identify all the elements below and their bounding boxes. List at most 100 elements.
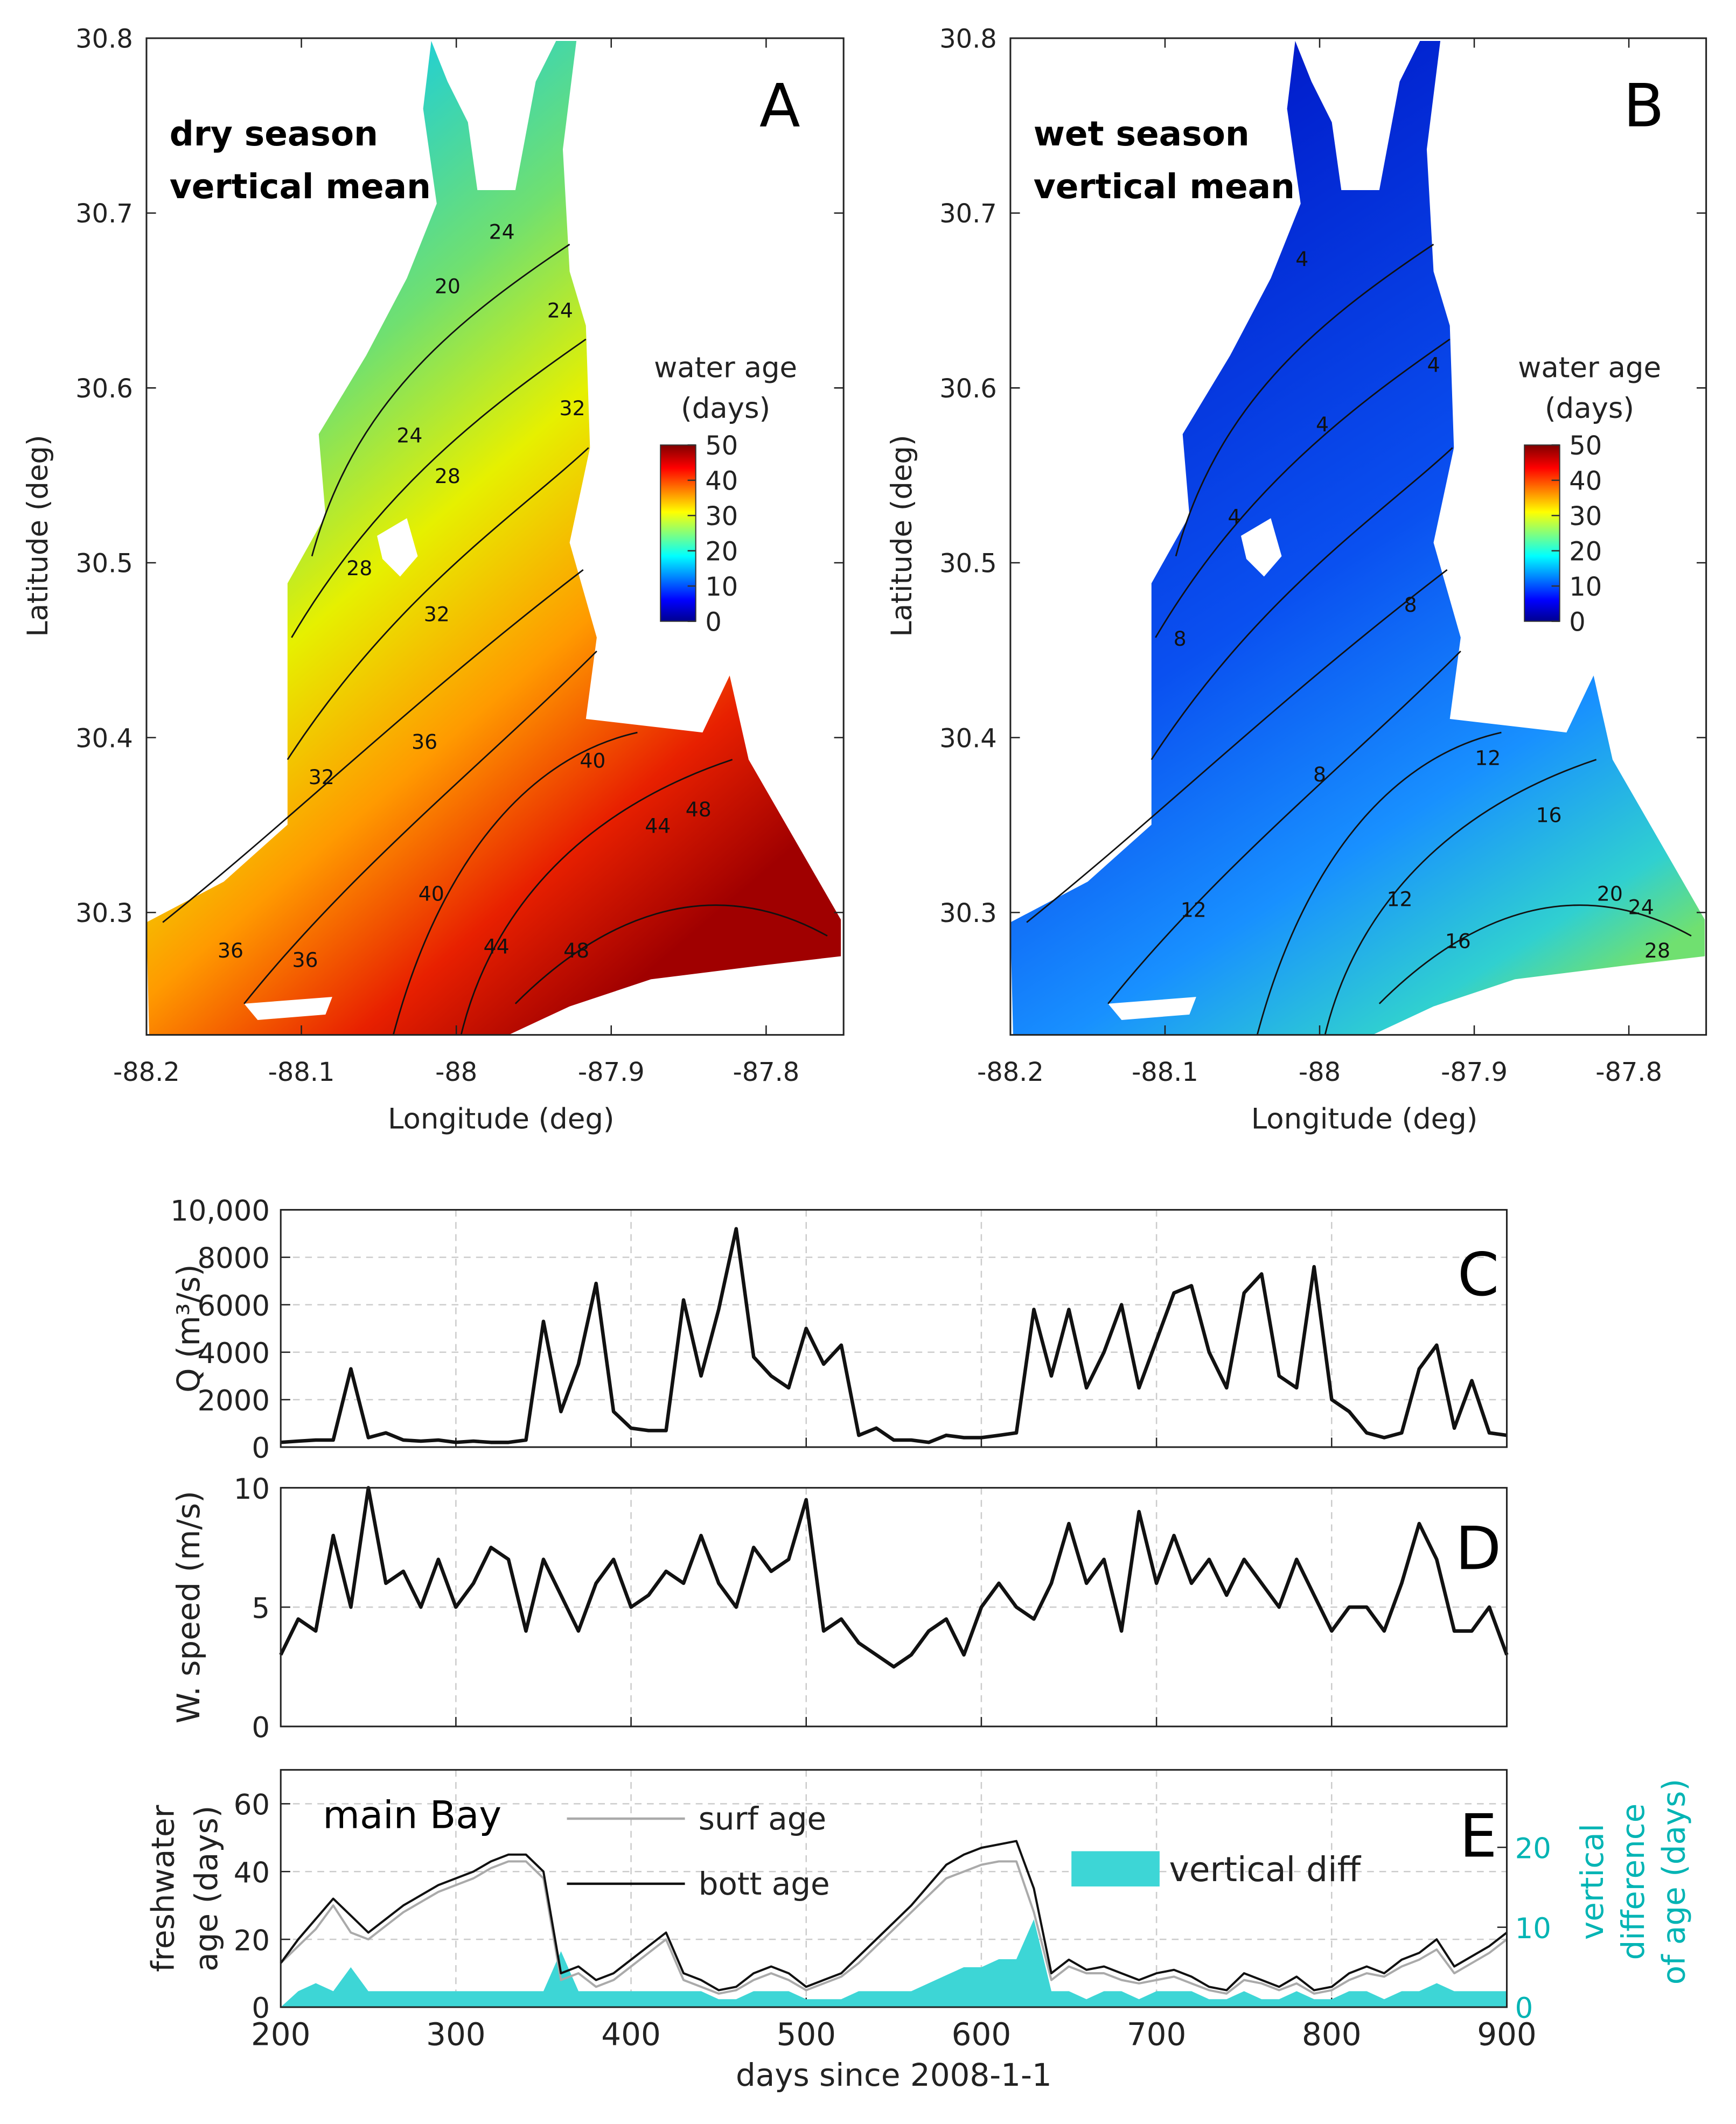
contour-line — [291, 338, 587, 638]
contour-label: 4 — [1228, 505, 1240, 528]
contour-label: 24 — [1628, 896, 1654, 919]
colorbar-tick-label: 30 — [705, 502, 738, 532]
y-tick-label: 10,000 — [170, 1195, 270, 1228]
island — [377, 518, 418, 577]
x-tick-label: -87.8 — [1595, 1058, 1662, 1087]
x-tick-label: 300 — [426, 2016, 486, 2053]
contour-line — [1151, 447, 1453, 760]
contour-label: 12 — [1475, 746, 1501, 770]
y-axis-label: Latitude (deg) — [22, 435, 54, 637]
colorbar-label: water age — [1518, 351, 1661, 384]
panel-letter: A — [759, 72, 800, 141]
contour-label: 12 — [1387, 887, 1413, 911]
land — [1108, 997, 1196, 1020]
area-series — [281, 1919, 1507, 2008]
y-tick-label: 30.4 — [939, 724, 997, 753]
y-tick-label: 2000 — [198, 1385, 270, 1417]
colorbar-label: (days) — [1545, 392, 1634, 425]
y2-tick-label: 10 — [1515, 1912, 1551, 1945]
y2-axis-label: difference — [1615, 1804, 1651, 1960]
contour-label: 32 — [424, 603, 450, 626]
contour-label: 4 — [1427, 353, 1440, 376]
y2-tick-label: 0 — [1515, 1992, 1533, 2025]
contour-line — [392, 731, 638, 1035]
contour-label: 36 — [218, 939, 243, 962]
contour-label: 16 — [1536, 803, 1561, 827]
x-axis-label: Longitude (deg) — [388, 1102, 615, 1135]
y-axis-label: W. speed (m/s) — [170, 1491, 207, 1723]
line-series — [280, 1227, 1507, 1444]
map-panel: -88.2 -88.1 -88 -87.9 -87.8 30.3 30.4 30.5 30.6 3… — [886, 25, 1707, 1135]
x-tick-label: 500 — [776, 2016, 836, 2053]
line-series — [280, 1860, 1508, 1995]
island — [1240, 518, 1282, 577]
y-tick-label: 8000 — [198, 1242, 270, 1275]
x-tick-label: 400 — [601, 2016, 661, 2053]
contour-line — [514, 904, 828, 1004]
colorbar-tick-label: 10 — [705, 572, 738, 602]
contour-label: 40 — [580, 749, 605, 773]
contour-label: 12 — [1181, 898, 1207, 922]
contour-line — [1256, 731, 1502, 1035]
axes-frame — [145, 37, 845, 1036]
contour-label: 4 — [1295, 247, 1308, 271]
x-tick-label: -88 — [1299, 1058, 1341, 1087]
land — [244, 997, 332, 1020]
x-tick-label: -88.2 — [977, 1058, 1044, 1087]
contour-line — [460, 759, 733, 1035]
contour-label: 20 — [1597, 882, 1623, 905]
y-tick-label: 20 — [234, 1924, 270, 1957]
contour-label: 40 — [419, 882, 444, 905]
contour-label: 36 — [412, 730, 437, 753]
contour-line — [1155, 338, 1451, 638]
line-series — [279, 1486, 1509, 1669]
line-panel: 200 300 400 500 600 700 800 900020406001020Efre… — [144, 1769, 1692, 2093]
y-tick-label: 5 — [252, 1592, 270, 1625]
colorbar-tick-label: 20 — [1569, 537, 1602, 567]
contour-label: 48 — [563, 939, 589, 962]
contour-label: 8 — [1313, 763, 1326, 786]
line-panel: 0 5 10 D W. speed (m/s) — [170, 1473, 1509, 1744]
y-tick-label: 60 — [234, 1788, 270, 1821]
x-tick-label: -88.2 — [113, 1058, 180, 1087]
axes-frame — [280, 1208, 1508, 1448]
y-tick-label: 30.5 — [75, 549, 133, 579]
y2-axis-label: of age (days) — [1655, 1779, 1692, 1985]
colorbar-tick-label: 0 — [705, 607, 721, 637]
contour-line — [1378, 904, 1692, 1004]
panel-title: dry season — [170, 114, 378, 153]
panel-letter: B — [1623, 72, 1664, 141]
contour-line — [287, 447, 589, 760]
panel-letter: C — [1458, 1240, 1499, 1310]
y-tick-label: 0 — [252, 1992, 270, 2025]
legend-label: bott age — [699, 1866, 830, 1902]
y-tick-label: 6000 — [198, 1290, 270, 1323]
x-tick-label: 200 — [251, 2016, 311, 2053]
colorbar — [1524, 444, 1560, 622]
colorbar-label: (days) — [681, 392, 770, 425]
y-tick-label: 10 — [234, 1473, 270, 1506]
y-tick-label: 30.7 — [939, 199, 997, 229]
panel-title: vertical mean — [170, 167, 431, 206]
y-tick-label: 30.8 — [75, 25, 133, 54]
y2-tick-label: 20 — [1515, 1832, 1551, 1865]
x-tick-label: -87.8 — [733, 1058, 799, 1087]
contour-line — [1175, 243, 1434, 557]
y-tick-label: 40 — [234, 1856, 270, 1889]
contour-label: 32 — [309, 765, 334, 789]
x-tick-label: 800 — [1302, 2016, 1362, 2053]
contour-label: 28 — [435, 464, 461, 488]
y-tick-label: 4000 — [198, 1337, 270, 1370]
y-tick-label: 0 — [252, 1711, 270, 1744]
y-tick-label: 30.3 — [939, 899, 997, 928]
contour-label: 8 — [1174, 627, 1187, 651]
contour-line — [1107, 651, 1461, 1004]
y-tick-label: 30.5 — [939, 549, 997, 579]
y-tick-label: 30.4 — [75, 724, 133, 753]
panel-title: wet season — [1034, 114, 1250, 153]
x-tick-label: 600 — [952, 2016, 1012, 2053]
axes-frame — [280, 1769, 1508, 2008]
y-axis-label: Q (m³/s) — [170, 1264, 207, 1393]
